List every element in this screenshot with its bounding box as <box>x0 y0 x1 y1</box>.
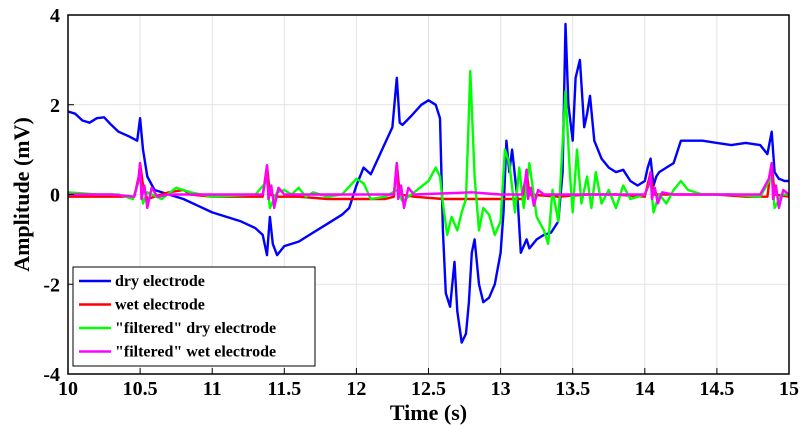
x-tick-label: 12 <box>346 378 366 400</box>
tick-layer: 10 10.5 11 11.5 12 12.5 13 13.5 14 14.5 15 -4 -2 0 2 4 <box>43 5 799 400</box>
x-tick-label: 14.5 <box>699 378 734 400</box>
y-tick-label: 4 <box>50 5 60 27</box>
x-tick-label: 13 <box>491 378 511 400</box>
legend: dry electrode wet electrode "filtered" dry… <box>72 266 316 367</box>
y-axis-label: Amplitude (mV) <box>9 117 34 272</box>
y-tick-label: -4 <box>43 364 60 386</box>
y-tick-label: 0 <box>50 185 60 207</box>
x-axis-label: Time (s) <box>390 400 467 425</box>
x-tick-label: 13.5 <box>555 378 590 400</box>
x-tick-label: 15 <box>779 378 799 400</box>
legend-label-3: "filtered" wet electrode <box>115 344 276 361</box>
legend-label-1: wet electrode <box>115 297 205 314</box>
x-tick-label: 10 <box>58 378 78 400</box>
series-line-3 <box>68 161 790 210</box>
legend-label-0: dry electrode <box>115 273 205 290</box>
series-layer <box>67 22 790 344</box>
y-tick-label: 2 <box>50 95 60 117</box>
x-tick-label: 11 <box>203 378 222 400</box>
x-tick-label: 12.5 <box>411 378 446 400</box>
legend-label-2: "filtered" dry electrode <box>115 320 276 337</box>
x-tick-label: 11.5 <box>267 378 301 400</box>
y-tick-label: -2 <box>43 274 60 296</box>
x-tick-label: 10.5 <box>123 378 158 400</box>
series-line-0 <box>67 22 789 344</box>
legend-box <box>72 266 316 367</box>
x-tick-label: 14 <box>635 378 655 400</box>
